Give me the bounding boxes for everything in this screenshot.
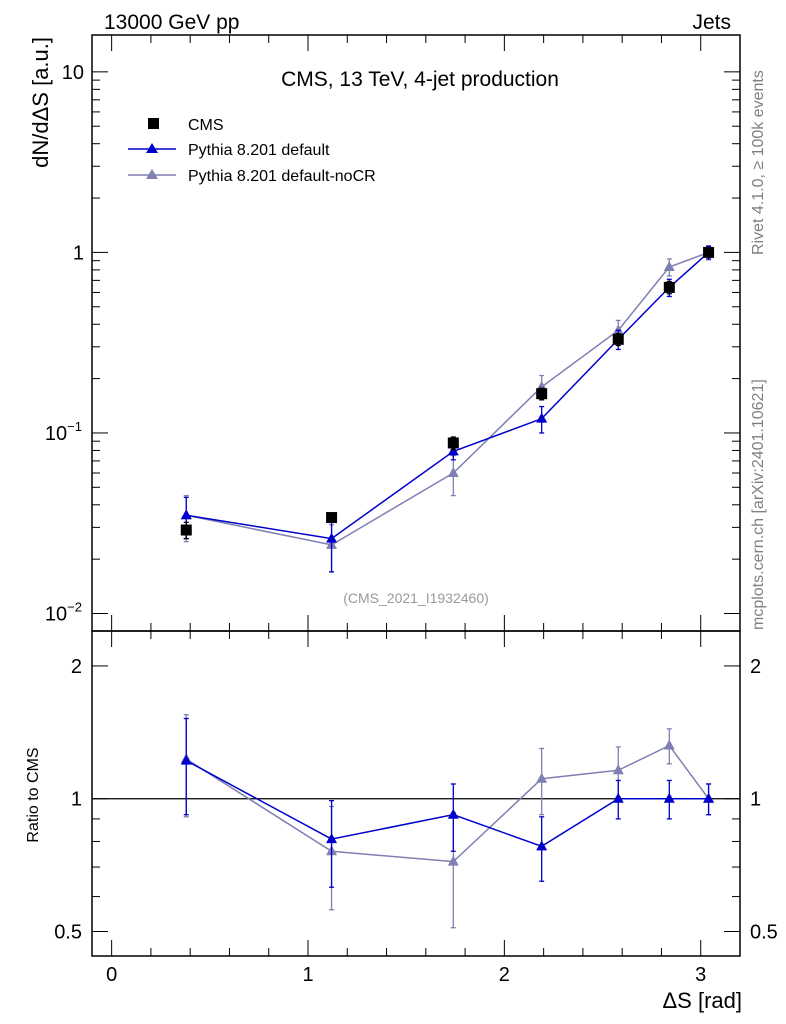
ratio-series-point-0 bbox=[612, 792, 624, 803]
ratio-y-tick-label: 2 bbox=[71, 656, 82, 678]
ratio-y-axis-label: Ratio to CMS bbox=[25, 747, 42, 842]
main-series-point-2 bbox=[447, 467, 459, 478]
header-energy-label: 13000 GeV pp bbox=[104, 11, 239, 34]
header-jets-label: Jets bbox=[692, 11, 731, 34]
main-y-tick-label: 1 bbox=[73, 242, 84, 264]
ratio-series-point-1 bbox=[447, 855, 459, 866]
x-tick-label: 3 bbox=[695, 964, 706, 986]
main-y-tick-label: 10 bbox=[62, 62, 84, 84]
cms-data-point bbox=[663, 281, 675, 293]
ratio-y-tick-label: 0.5 bbox=[54, 922, 82, 944]
cms-data-point bbox=[612, 333, 624, 345]
x-tick-label: 1 bbox=[302, 964, 313, 986]
main-y-axis-label: dN/dΔS [a.u.] bbox=[28, 37, 53, 168]
ratio-panel-frame bbox=[91, 630, 741, 957]
rivet-version-label: Rivet 4.1.0, ≥ 100k events bbox=[750, 70, 767, 255]
cms-data-point bbox=[536, 388, 548, 400]
x-tick-label: 0 bbox=[106, 964, 117, 986]
main-axes: 10 1 10−1 10−2 bbox=[45, 35, 740, 631]
legend-pythia-nocr-marker bbox=[146, 169, 158, 179]
main-y-tick-label: 10−1 bbox=[45, 419, 82, 445]
main-series-point-1 bbox=[180, 509, 192, 520]
main-series-marks bbox=[180, 244, 715, 573]
legend-cms-label: CMS bbox=[188, 117, 224, 134]
ratio-series-point-0 bbox=[536, 840, 548, 851]
ratio-series-point-0 bbox=[180, 754, 192, 765]
main-series-point-2 bbox=[612, 324, 624, 335]
cms-data-point bbox=[703, 246, 715, 258]
legend: CMS Pythia 8.201 default Pythia 8.201 de… bbox=[128, 117, 376, 185]
ratio-series-point-1 bbox=[663, 739, 675, 750]
cms-data-point bbox=[447, 437, 459, 449]
x-axis-label: ΔS [rad] bbox=[662, 988, 742, 1013]
legend-cms-marker bbox=[148, 118, 159, 129]
cms-data-point bbox=[326, 512, 338, 524]
legend-pythia-default-marker bbox=[146, 143, 158, 153]
ratio-y-tick-label-right: 1 bbox=[750, 789, 761, 811]
ratio-series-point-0 bbox=[703, 792, 715, 803]
ratio-series-point-0 bbox=[326, 833, 338, 844]
ratio-series-marks bbox=[180, 714, 715, 929]
analysis-id-label: (CMS_2021_I1932460) bbox=[343, 590, 489, 606]
cms-data-point bbox=[180, 524, 192, 536]
main-series-point-1 bbox=[447, 445, 459, 456]
ratio-y-tick-label-right: 0.5 bbox=[750, 922, 778, 944]
main-y-tick-label: 10−2 bbox=[45, 600, 82, 626]
ratio-series-point-0 bbox=[663, 792, 675, 803]
main-title: CMS, 13 TeV, 4-jet production bbox=[281, 68, 559, 91]
ratio-y-tick-label: 1 bbox=[71, 789, 82, 811]
mcplots-source-label: mcplots.cern.ch [arXiv:2401.10621] bbox=[750, 379, 767, 630]
main-series-point-1 bbox=[326, 532, 338, 543]
ratio-series-point-0 bbox=[447, 808, 459, 819]
legend-pythia-default-label: Pythia 8.201 default bbox=[188, 142, 330, 159]
legend-pythia-nocr-label: Pythia 8.201 default-noCR bbox=[188, 168, 376, 185]
main-series-point-1 bbox=[536, 412, 548, 423]
ratio-series-point-1 bbox=[612, 764, 624, 775]
ratio-y-tick-label-right: 2 bbox=[750, 656, 761, 678]
ratio-series-point-1 bbox=[536, 772, 548, 783]
main-series-point-2 bbox=[663, 261, 675, 272]
x-tick-label: 2 bbox=[499, 964, 510, 986]
